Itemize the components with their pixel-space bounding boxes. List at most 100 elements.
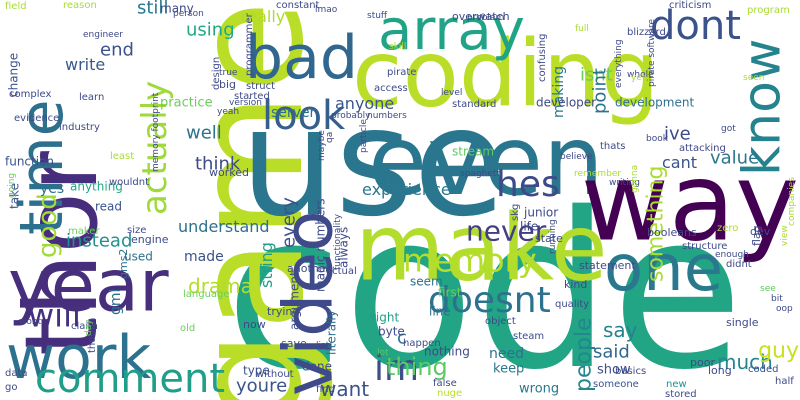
cloud-word: trying bbox=[267, 305, 300, 319]
cloud-word: nothing bbox=[424, 344, 470, 359]
cloud-word: quality bbox=[555, 299, 590, 310]
cloud-word: function bbox=[5, 154, 55, 169]
cloud-word: data bbox=[5, 368, 28, 379]
cloud-word: now bbox=[243, 318, 266, 332]
cloud-word: end bbox=[100, 39, 134, 61]
cloud-word: skg bbox=[510, 203, 521, 221]
cloud-word: without bbox=[256, 369, 294, 380]
cloud-word: everything bbox=[613, 39, 624, 88]
cloud-word: criticism bbox=[669, 0, 712, 11]
cloud-word: made bbox=[184, 248, 224, 265]
cloud-word: see bbox=[760, 283, 776, 294]
cloud-word: enough bbox=[715, 249, 749, 260]
cloud-word: old bbox=[180, 323, 196, 334]
cloud-word: false bbox=[433, 378, 457, 389]
cloud-word: pirate software bbox=[646, 18, 657, 87]
cloud-word: happen bbox=[403, 338, 441, 349]
cloud-word: isnt bbox=[580, 64, 613, 86]
cloud-word: wont bbox=[19, 316, 42, 327]
cloud-word: development bbox=[615, 95, 695, 110]
cloud-word: view bbox=[779, 225, 790, 246]
cloud-word: done bbox=[302, 359, 332, 374]
cloud-word: probably bbox=[331, 110, 371, 121]
cloud-word: poor bbox=[690, 356, 715, 370]
cloud-word: blizzard bbox=[627, 27, 666, 38]
cloud-word: argument bbox=[287, 271, 302, 330]
cloud-word: wrong bbox=[519, 381, 560, 397]
cloud-word: used bbox=[124, 249, 153, 264]
cloud-word: understand bbox=[178, 217, 270, 237]
cloud-word: remember bbox=[574, 168, 622, 179]
cloud-word: lot bbox=[377, 347, 389, 358]
cloud-word: make bbox=[355, 194, 608, 302]
cloud-word: oop bbox=[776, 303, 793, 314]
cloud-word: actual bbox=[326, 266, 357, 277]
cloud-word: doesnt bbox=[428, 280, 551, 322]
cloud-word: day bbox=[83, 319, 94, 336]
cloud-word: thing bbox=[386, 352, 448, 381]
cloud-word: version bbox=[229, 97, 262, 108]
cloud-word: overwatch bbox=[452, 10, 510, 24]
cloud-word: guy bbox=[758, 338, 799, 364]
cloud-word: use bbox=[240, 76, 506, 250]
cloud-word: list bbox=[316, 340, 330, 351]
cloud-word: need bbox=[489, 345, 524, 362]
cloud-word: whole bbox=[627, 69, 654, 80]
cloud-word: drama bbox=[188, 274, 253, 298]
cloud-word: going bbox=[6, 172, 17, 198]
cloud-word: thats bbox=[600, 141, 626, 152]
cloud-word: really bbox=[241, 7, 286, 27]
cloud-word: numbers bbox=[367, 110, 407, 121]
cloud-word: programmer bbox=[244, 13, 255, 76]
cloud-word: never bbox=[466, 214, 547, 248]
cloud-word: yes bbox=[40, 180, 65, 197]
cloud-word: industry bbox=[59, 122, 100, 133]
cloud-word: ive bbox=[664, 123, 691, 145]
cloud-word: c bbox=[397, 327, 407, 349]
cloud-word: struct bbox=[246, 81, 275, 92]
cloud-word: person bbox=[173, 8, 204, 19]
cloud-word: reason bbox=[63, 0, 97, 11]
cloud-word: learn bbox=[79, 92, 105, 103]
cloud-word: skill bbox=[389, 41, 407, 52]
cloud-word: stored bbox=[665, 389, 697, 400]
cloud-word: will bbox=[28, 296, 81, 335]
cloud-word: book bbox=[646, 133, 668, 144]
cloud-word: full bbox=[575, 23, 589, 34]
cloud-word: array bbox=[378, 0, 525, 64]
cloud-word: dev bbox=[750, 225, 771, 239]
cloud-word: work bbox=[6, 323, 152, 393]
cloud-word: bad bbox=[245, 23, 358, 93]
cloud-word: gml bbox=[107, 288, 124, 315]
cloud-word: first bbox=[438, 285, 462, 300]
cloud-word: problem bbox=[467, 12, 505, 23]
cloud-word: standard bbox=[452, 99, 497, 110]
cloud-word: line bbox=[429, 304, 451, 319]
cloud-word: one bbox=[604, 231, 724, 306]
cloud-word: running bbox=[547, 219, 558, 254]
cloud-word: big bbox=[219, 78, 237, 92]
cloud-word: right bbox=[371, 310, 400, 325]
cloud-word: gonna bbox=[629, 164, 640, 193]
cloud-word: qa bbox=[324, 131, 335, 143]
cloud-word: companies bbox=[786, 177, 797, 226]
cloud-word: flag bbox=[750, 225, 764, 246]
cloud-word: anything bbox=[70, 179, 123, 194]
cloud-word: anyone bbox=[335, 94, 395, 114]
cloud-word: steam bbox=[513, 331, 545, 342]
cloud-word: hes bbox=[496, 164, 560, 206]
cloud-word: practice bbox=[160, 95, 213, 111]
cloud-word: even bbox=[368, 105, 604, 218]
cloud-word: zero bbox=[717, 223, 739, 234]
cloud-word: something bbox=[643, 165, 669, 282]
cloud-word: basics bbox=[615, 366, 647, 377]
cloud-word: comment bbox=[35, 356, 226, 400]
cloud-word: evidence bbox=[14, 113, 60, 124]
cloud-word: say bbox=[603, 318, 638, 342]
cloud-word: writing bbox=[609, 177, 641, 188]
cloud-word: maybe bbox=[316, 130, 327, 161]
cloud-word: junior bbox=[524, 205, 559, 220]
cloud-word: access bbox=[374, 83, 408, 94]
cloud-word: im bbox=[374, 348, 420, 390]
cloud-word: pirate bbox=[387, 67, 417, 78]
